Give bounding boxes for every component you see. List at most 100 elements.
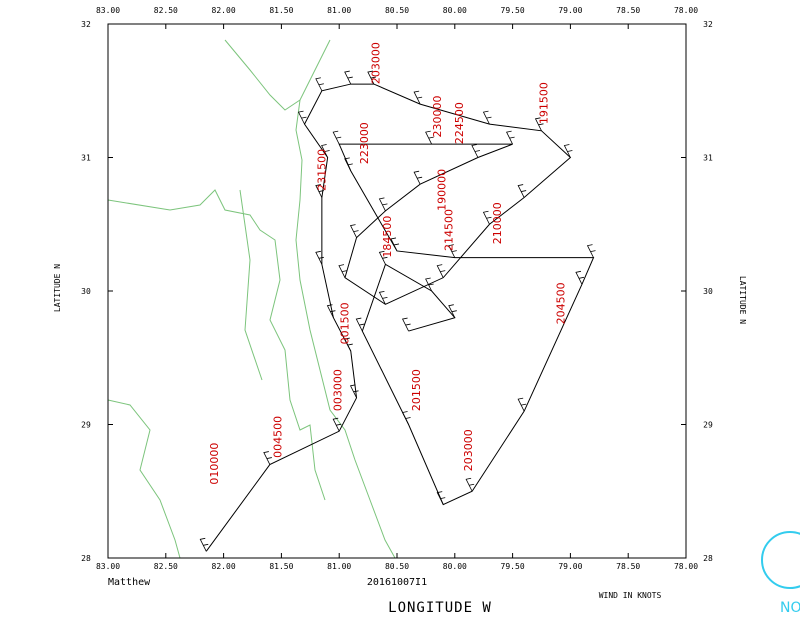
wind-barb: [378, 290, 388, 305]
x-tick-label-top: 81.00: [327, 6, 351, 15]
x-tick-label-top: 80.00: [443, 6, 467, 15]
logo-text: NOAA: [780, 600, 800, 616]
wind-barb: [517, 397, 527, 412]
wind-barb: [563, 144, 573, 158]
wind-barb: [436, 264, 446, 278]
x-axis-label: LONGITUDE W: [388, 600, 492, 616]
wind-barb: [517, 184, 527, 198]
time-label: 223000: [358, 122, 371, 164]
noaa-logo: NOAA: [761, 531, 800, 616]
y-tick-label: 29: [81, 421, 91, 430]
wind-barb: [448, 304, 457, 318]
x-tick-label-top: 79.50: [501, 6, 525, 15]
wind-barb: [413, 90, 423, 105]
wind-barb: [355, 317, 365, 332]
time-label: 224500: [453, 102, 466, 144]
time-label: 210000: [491, 202, 504, 244]
wind-barb: [482, 110, 492, 125]
y-axis-label-right: LATITUDE N: [738, 276, 747, 324]
note: WIND IN KNOTS: [599, 591, 662, 600]
wind-barb: [263, 451, 272, 465]
wind-barb: [332, 130, 342, 145]
y-tick-label-right: 29: [703, 421, 713, 430]
wind-barb: [413, 170, 423, 185]
x-tick-label: 78.00: [674, 562, 698, 571]
y-tick-label: 30: [81, 287, 91, 296]
y-tick-label-right: 32: [703, 20, 713, 29]
time-label: 203000: [370, 42, 383, 84]
wind-barb: [401, 411, 411, 425]
y-tick-label: 28: [81, 554, 91, 563]
wind-barb: [465, 477, 475, 492]
wind-barb: [332, 417, 342, 432]
time-label: 214500: [442, 209, 455, 251]
wind-barb: [315, 250, 324, 265]
wind-barb: [315, 184, 324, 198]
plot-frame: [107, 23, 687, 559]
wind-barb: [390, 237, 400, 252]
x-tick-label-top: 79.00: [558, 6, 582, 15]
wind-barb: [338, 264, 348, 278]
flight-track: [205, 83, 595, 552]
time-label: 230000: [431, 95, 444, 137]
x-tick-label-top: 82.50: [154, 6, 178, 15]
wind-barb: [378, 250, 388, 265]
time-label: 204500: [555, 282, 568, 324]
wind-barb: [321, 144, 330, 158]
wind-barb: [425, 130, 434, 145]
wind-barb: [425, 277, 434, 292]
x-tick-label-top: 81.50: [269, 6, 293, 15]
wind-barb: [471, 144, 480, 158]
time-label: 004500: [271, 416, 284, 458]
wind-barb: [326, 304, 336, 318]
x-tick-label: 82.00: [212, 562, 236, 571]
wind-barb: [297, 110, 307, 125]
x-tick-label-top: 82.00: [212, 6, 236, 15]
wind-barb: [344, 337, 353, 352]
time-label: 190000: [436, 169, 449, 211]
storm-name: Matthew: [108, 577, 151, 588]
y-axis-label: LATITUDE N: [53, 264, 62, 312]
wind-barb: [199, 537, 209, 552]
time-label: 003000: [332, 369, 345, 411]
x-tick-label: 83.00: [96, 562, 120, 571]
coastline: [107, 39, 396, 559]
time-label: 001500: [338, 302, 351, 344]
x-tick-label-top: 80.50: [385, 6, 409, 15]
wind-barb: [378, 197, 388, 212]
x-tick-label-top: 78.50: [616, 6, 640, 15]
y-tick-label: 31: [81, 154, 91, 163]
wind-barb: [482, 210, 492, 225]
y-tick-label-right: 30: [703, 287, 713, 296]
x-tick-label: 79.00: [558, 562, 582, 571]
wind-barb: [344, 157, 353, 172]
y-tick-label-right: 31: [703, 154, 713, 163]
x-tick-label: 80.00: [443, 562, 467, 571]
wind-barb: [586, 244, 596, 258]
x-tick-label-top: 78.00: [674, 6, 698, 15]
wind-barb: [349, 224, 359, 238]
wind-barb: [534, 117, 544, 131]
x-tick-label: 81.00: [327, 562, 351, 571]
time-label: 231500: [315, 149, 328, 191]
wind-barb: [575, 270, 585, 285]
wind-barb: [448, 244, 457, 258]
time-label: 184500: [381, 216, 394, 258]
wind-barb: [401, 317, 411, 332]
x-tick-label: 81.50: [269, 562, 293, 571]
y-tick-label: 32: [81, 20, 91, 29]
x-tick-label: 79.50: [501, 562, 525, 571]
mission-id: 20161007I1: [367, 577, 427, 588]
time-label: 191500: [537, 82, 550, 124]
wind-barb: [506, 130, 515, 145]
x-tick-label: 80.50: [385, 562, 409, 571]
wind-barb: [349, 384, 359, 398]
x-tick-label: 82.50: [154, 562, 178, 571]
wind-barb: [367, 70, 376, 85]
wind-barb: [436, 491, 446, 505]
time-label: 203000: [462, 429, 475, 471]
y-tick-label-right: 28: [703, 554, 713, 563]
time-label: 010000: [208, 443, 221, 485]
